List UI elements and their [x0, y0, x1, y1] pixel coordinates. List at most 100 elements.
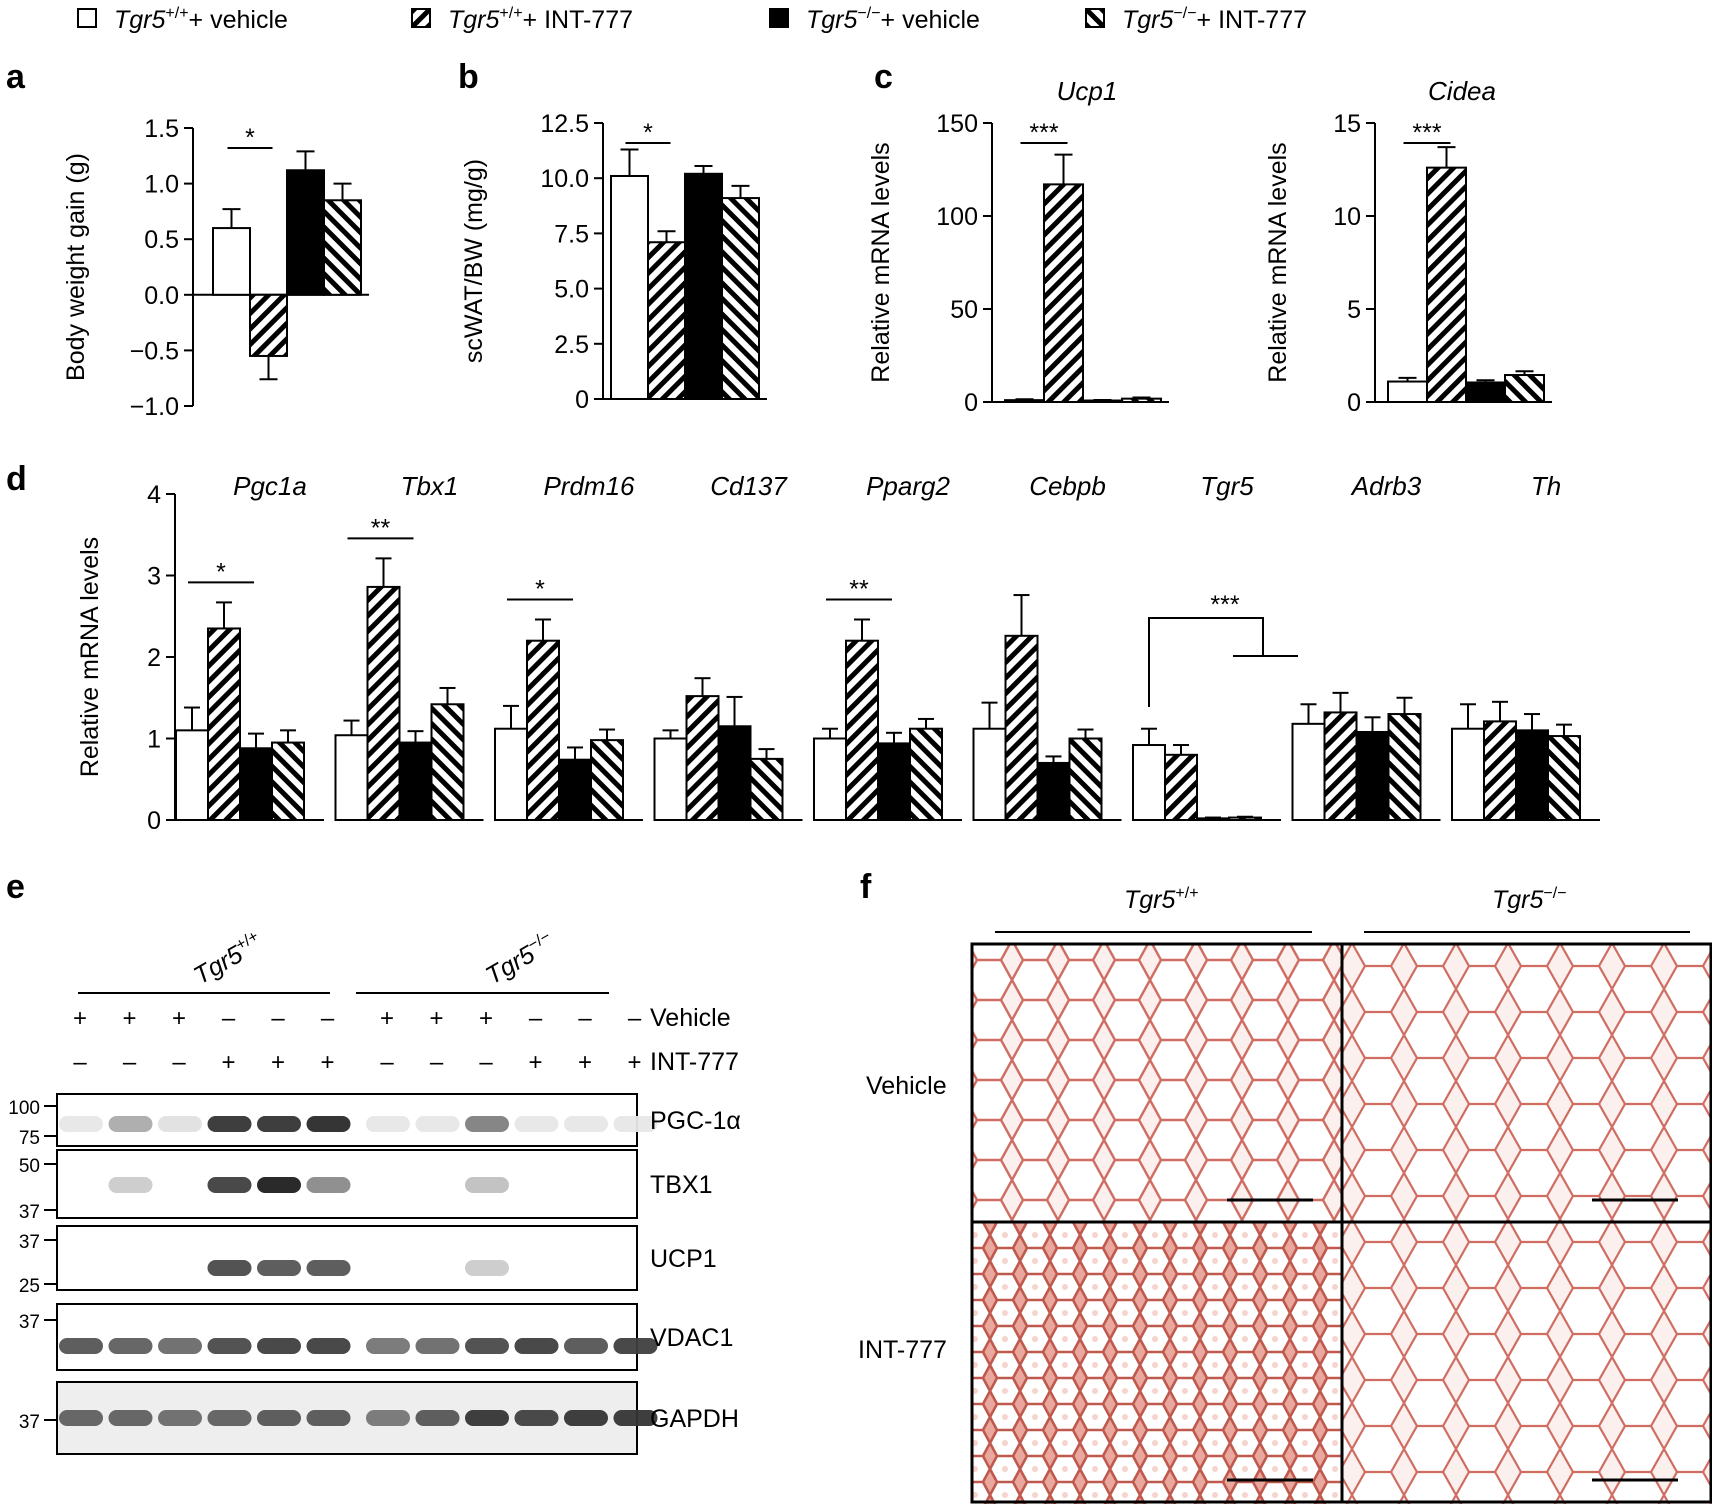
svg-text:Tgr5−/−+ vehicle: Tgr5−/−+ vehicle	[806, 5, 980, 34]
bar	[249, 293, 288, 357]
legend-gene: Tgr5	[114, 6, 166, 34]
bar	[494, 727, 528, 821]
lane-sign: +	[479, 1005, 493, 1032]
blot-frame	[56, 1303, 638, 1371]
blot-band	[465, 1260, 509, 1276]
marker-label: 50	[19, 1156, 40, 1177]
lane-sign: +	[627, 1049, 641, 1076]
blot-band	[158, 1116, 202, 1132]
bar	[212, 227, 251, 296]
y-tick-label: 0	[147, 807, 161, 835]
gene-label: Pgc1a	[233, 471, 307, 501]
blot-frame	[56, 1225, 638, 1291]
y-tick-label: −0.5	[130, 337, 179, 365]
blot-band	[306, 1116, 351, 1132]
blot-band	[514, 1410, 559, 1426]
bar	[1164, 753, 1198, 821]
y-tick-label: 15	[1333, 110, 1361, 138]
blot-band	[108, 1177, 153, 1193]
blot-band	[257, 1177, 301, 1193]
histo-image-ko-vehicle	[1342, 944, 1712, 1222]
bar	[909, 727, 943, 821]
blot-band	[207, 1116, 252, 1132]
lane-sign: –	[123, 1049, 137, 1076]
bar	[1196, 817, 1230, 821]
lane-sign: +	[429, 1005, 443, 1032]
y-tick-label: 5.0	[554, 276, 589, 304]
lane-sign: +	[528, 1049, 542, 1076]
lane-sign: –	[380, 1049, 394, 1076]
lane-sign: –	[628, 1005, 642, 1032]
lane-sign: +	[122, 1005, 136, 1032]
chart-title: Ucp1	[1057, 76, 1118, 106]
svg-text:Tgr5+/++ INT-777: Tgr5+/++ INT-777	[448, 5, 633, 34]
chart-d-gene-expression: 0 1 2 3 4 Relative mRNA levels Pgc1a Tbx1 Prdm16…	[76, 471, 1600, 835]
histo-row-label-int777: INT-777	[858, 1336, 947, 1364]
legend-item-ko-int777: Tgr5−/−+ INT-777	[1085, 5, 1307, 34]
bar	[813, 737, 847, 821]
blot-band	[415, 1116, 460, 1132]
bar	[1036, 761, 1071, 822]
panel-letter-a: a	[6, 58, 26, 96]
legend-item-wt-vehicle: Tgr5+/++ vehicle	[77, 5, 288, 34]
bar	[717, 725, 752, 822]
blot-band	[207, 1177, 252, 1193]
blot-band	[514, 1338, 559, 1354]
histo-image-wt-int777	[972, 1222, 1342, 1504]
blot-band	[465, 1338, 509, 1354]
lane-sign: –	[430, 1049, 444, 1076]
bar	[1515, 729, 1549, 821]
wb-group-label-wt: Tgr5+/+	[189, 928, 268, 990]
significance-label: *	[643, 119, 653, 147]
blot-band	[207, 1338, 252, 1354]
gene-label: Pparg2	[866, 471, 950, 501]
blot-band	[59, 1338, 103, 1354]
y-tick-label: 4	[147, 481, 161, 509]
blot-band	[514, 1116, 559, 1132]
bar	[1043, 183, 1084, 403]
bar	[972, 727, 1007, 821]
bar	[1068, 737, 1103, 821]
blot-band	[564, 1410, 608, 1426]
lane-sign: +	[271, 1049, 285, 1076]
blot-band	[257, 1116, 301, 1132]
significance-label: *	[535, 576, 545, 604]
lane-sign: –	[479, 1049, 493, 1076]
panel-letter-c: c	[874, 58, 893, 96]
blot-band	[564, 1116, 608, 1132]
blot-band	[257, 1410, 301, 1426]
y-tick-label: −1.0	[130, 393, 179, 421]
y-axis-label: Body weight gain (g)	[62, 153, 90, 381]
y-tick-label: 50	[950, 296, 978, 324]
blot-band	[564, 1338, 608, 1354]
gene-label: Prdm16	[543, 471, 635, 501]
blot-band	[366, 1410, 410, 1426]
y-tick-label: 7.5	[554, 220, 589, 248]
chart-c-ucp1: 0 50 100 150 Relative mRNA levels Ucp1 ***	[867, 76, 1169, 417]
lane-sign: –	[529, 1005, 543, 1032]
blot-band	[306, 1177, 351, 1193]
significance-label: **	[849, 576, 869, 604]
bar	[366, 585, 401, 821]
western-blot-panel: Tgr5+/+ Tgr5−/− Vehicle INT-777 + + + – – – + +…	[8, 928, 741, 1455]
gene-label: Th	[1531, 471, 1561, 501]
blot-band	[613, 1338, 658, 1354]
lane-sign: +	[320, 1049, 334, 1076]
blot-band	[613, 1116, 658, 1132]
blot-label: PGC-1α	[650, 1107, 741, 1135]
bar	[1465, 381, 1506, 404]
bar	[1426, 166, 1467, 403]
significance-label: **	[371, 514, 391, 542]
chart-title: Cidea	[1428, 76, 1496, 106]
bar	[1323, 711, 1358, 821]
blot-band	[465, 1116, 509, 1132]
y-axis-label: scWAT/BW (mg/g)	[460, 159, 488, 363]
panel-letter-e: e	[6, 868, 25, 906]
bar	[1547, 735, 1581, 821]
blot-band	[158, 1338, 202, 1354]
bar	[286, 169, 325, 296]
chart-a-body-weight: −1.0 −0.5 0.0 0.5 1.0 1.5 Body weight gain (g)…	[62, 115, 369, 421]
y-axis-label: Relative mRNA levels	[1264, 142, 1292, 382]
bar	[271, 741, 305, 822]
y-axis-label: Relative mRNA levels	[867, 142, 895, 382]
